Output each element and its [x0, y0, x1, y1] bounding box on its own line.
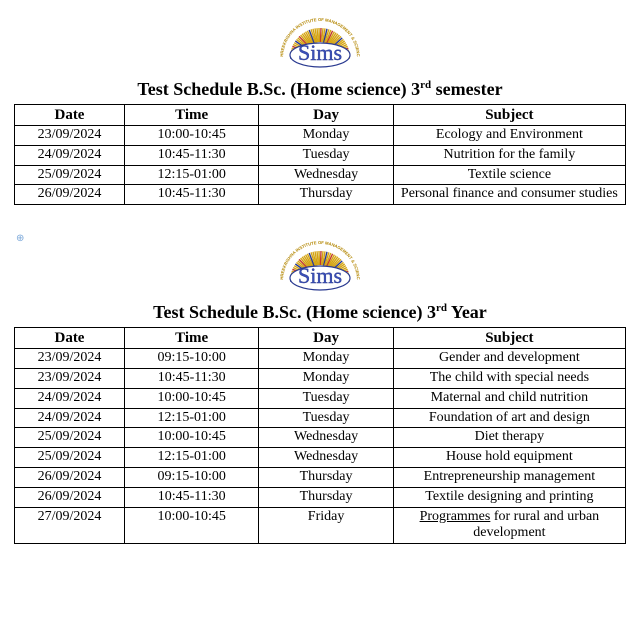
cell: 25/09/2024 — [15, 448, 125, 468]
institute-logo: SHREEKRISHNA INSTITUTE OF MANAGEMENT & S… — [275, 10, 365, 70]
cell: 10:45-11:30 — [124, 368, 258, 388]
institute-logo: SHREEKRISHNA INSTITUTE OF MANAGEMENT & S… — [275, 233, 365, 293]
col-header: Subject — [393, 105, 625, 126]
col-header: Time — [124, 328, 258, 349]
table-row: 26/09/202409:15-10:00ThursdayEntrepreneu… — [15, 467, 626, 487]
cell: 24/09/2024 — [15, 408, 125, 428]
cell: 09:15-10:00 — [124, 467, 258, 487]
cell: Tuesday — [259, 388, 393, 408]
cell: Wednesday — [259, 165, 393, 185]
table-row: 27/09/202410:00-10:45FridayProgrammes fo… — [15, 507, 626, 544]
cell: Tuesday — [259, 145, 393, 165]
cell: House hold equipment — [393, 448, 625, 468]
cell: 10:00-10:45 — [124, 126, 258, 146]
col-header: Time — [124, 105, 258, 126]
schedule-title: Test Schedule B.Sc. (Home science) 3rd Y… — [14, 302, 626, 323]
cell: Wednesday — [259, 448, 393, 468]
cell: Friday — [259, 507, 393, 544]
svg-text:Sims: Sims — [298, 263, 342, 288]
cell: 23/09/2024 — [15, 349, 125, 369]
cell: Maternal and child nutrition — [393, 388, 625, 408]
cell: The child with special needs — [393, 368, 625, 388]
cell: 23/09/2024 — [15, 126, 125, 146]
cell: 10:45-11:30 — [124, 487, 258, 507]
table-row: 23/09/202409:15-10:00MondayGender and de… — [15, 349, 626, 369]
cell: 23/09/2024 — [15, 368, 125, 388]
col-header: Day — [259, 328, 393, 349]
cell: Diet therapy — [393, 428, 625, 448]
cell: Thursday — [259, 185, 393, 205]
cell: Programmes for rural and urban developme… — [393, 507, 625, 544]
cell: Foundation of art and design — [393, 408, 625, 428]
cell: Thursday — [259, 467, 393, 487]
cell: Wednesday — [259, 428, 393, 448]
schedule-table: DateTimeDaySubject 23/09/202409:15-10:00… — [14, 327, 626, 544]
col-header: Date — [15, 105, 125, 126]
cell: 10:00-10:45 — [124, 507, 258, 544]
table-row: 23/09/202410:45-11:30MondayThe child wit… — [15, 368, 626, 388]
table-row: 23/09/202410:00-10:45MondayEcology and E… — [15, 126, 626, 146]
cell: Entrepreneurship management — [393, 467, 625, 487]
anchor-mark: ⊕ — [16, 233, 24, 244]
table-row: 24/09/202410:00-10:45TuesdayMaternal and… — [15, 388, 626, 408]
table-row: 26/09/202410:45-11:30ThursdayPersonal fi… — [15, 185, 626, 205]
cell: Textile science — [393, 165, 625, 185]
col-header: Subject — [393, 328, 625, 349]
cell: 10:45-11:30 — [124, 185, 258, 205]
table-row: 25/09/202412:15-01:00WednesdayHouse hold… — [15, 448, 626, 468]
cell: Personal finance and consumer studies — [393, 185, 625, 205]
cell: 12:15-01:00 — [124, 165, 258, 185]
cell: 12:15-01:00 — [124, 448, 258, 468]
schedule-block: ⊕ SHREEKRISHNA INSTITUTE OF MANAGEMENT &… — [14, 233, 626, 544]
table-row: 25/09/202412:15-01:00WednesdayTextile sc… — [15, 165, 626, 185]
cell: 09:15-10:00 — [124, 349, 258, 369]
schedule-title: Test Schedule B.Sc. (Home science) 3rd s… — [14, 79, 626, 100]
cell: 24/09/2024 — [15, 388, 125, 408]
cell: 10:00-10:45 — [124, 388, 258, 408]
schedule-block: SHREEKRISHNA INSTITUTE OF MANAGEMENT & S… — [14, 10, 626, 205]
cell: 24/09/2024 — [15, 145, 125, 165]
cell: Tuesday — [259, 408, 393, 428]
table-row: 24/09/202410:45-11:30TuesdayNutrition fo… — [15, 145, 626, 165]
table-header-row: DateTimeDaySubject — [15, 328, 626, 349]
cell: Ecology and Environment — [393, 126, 625, 146]
cell: 10:00-10:45 — [124, 428, 258, 448]
cell: Thursday — [259, 487, 393, 507]
cell: Gender and development — [393, 349, 625, 369]
table-row: 24/09/202412:15-01:00TuesdayFoundation o… — [15, 408, 626, 428]
cell: 10:45-11:30 — [124, 145, 258, 165]
cell: 26/09/2024 — [15, 467, 125, 487]
table-header-row: DateTimeDaySubject — [15, 105, 626, 126]
cell: 12:15-01:00 — [124, 408, 258, 428]
cell: Textile designing and printing — [393, 487, 625, 507]
cell: 27/09/2024 — [15, 507, 125, 544]
cell: 25/09/2024 — [15, 428, 125, 448]
cell: Monday — [259, 368, 393, 388]
table-row: 26/09/202410:45-11:30ThursdayTextile des… — [15, 487, 626, 507]
col-header: Day — [259, 105, 393, 126]
cell: 25/09/2024 — [15, 165, 125, 185]
svg-text:Sims: Sims — [298, 40, 342, 65]
col-header: Date — [15, 328, 125, 349]
cell: 26/09/2024 — [15, 185, 125, 205]
table-row: 25/09/202410:00-10:45WednesdayDiet thera… — [15, 428, 626, 448]
schedule-table: DateTimeDaySubject 23/09/202410:00-10:45… — [14, 104, 626, 205]
cell: Monday — [259, 126, 393, 146]
cell: 26/09/2024 — [15, 487, 125, 507]
cell: Nutrition for the family — [393, 145, 625, 165]
cell: Monday — [259, 349, 393, 369]
